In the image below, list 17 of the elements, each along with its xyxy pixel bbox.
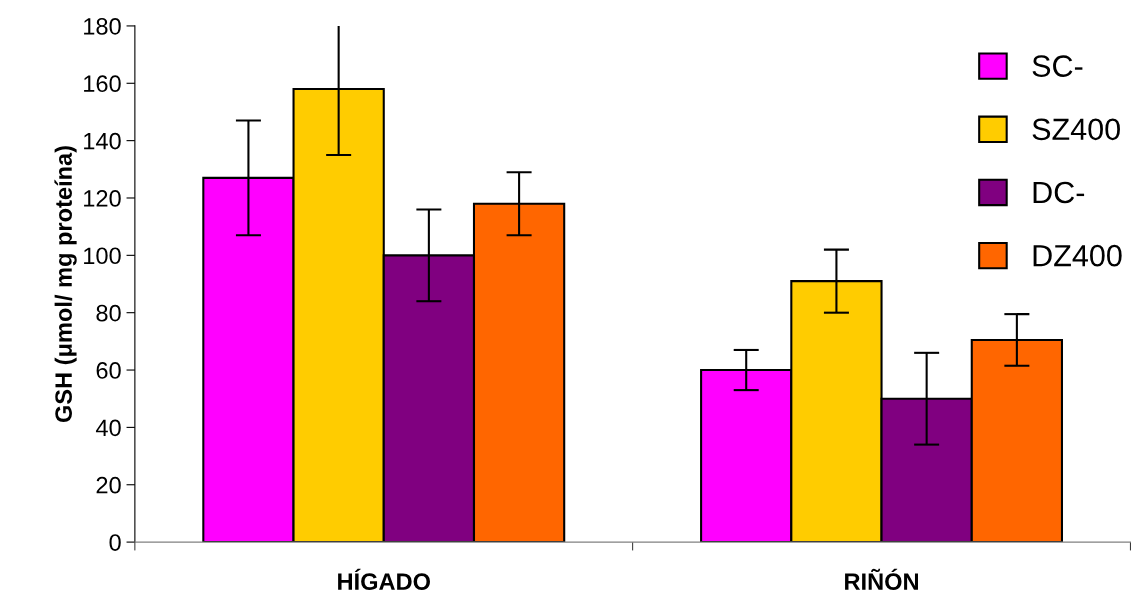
x-tick-label: RIÑÓN bbox=[845, 568, 918, 590]
y-tick-label: 60 bbox=[96, 362, 121, 379]
y-tick-label: 180 bbox=[84, 18, 121, 35]
y-tick-label: 0 bbox=[109, 534, 121, 551]
legend-label: SZ400 bbox=[1032, 118, 1120, 141]
legend-label: SC- bbox=[1032, 55, 1083, 77]
y-axis-title: GSH (μmol/ mg proteína) bbox=[54, 146, 77, 423]
y-tick-label: 40 bbox=[95, 419, 121, 437]
x-tick-label: HÍGADO bbox=[338, 568, 430, 590]
legend-label: DC- bbox=[1033, 181, 1085, 204]
y-tick-label: 140 bbox=[84, 132, 121, 150]
y-tick-label: 120 bbox=[84, 190, 121, 207]
y-tick-label: 20 bbox=[96, 476, 121, 494]
y-tick-label: 160 bbox=[84, 75, 121, 93]
legend-label: DZ400 bbox=[1033, 244, 1122, 267]
y-tick-label: 80 bbox=[96, 304, 121, 322]
y-tick-label: 100 bbox=[84, 247, 121, 265]
